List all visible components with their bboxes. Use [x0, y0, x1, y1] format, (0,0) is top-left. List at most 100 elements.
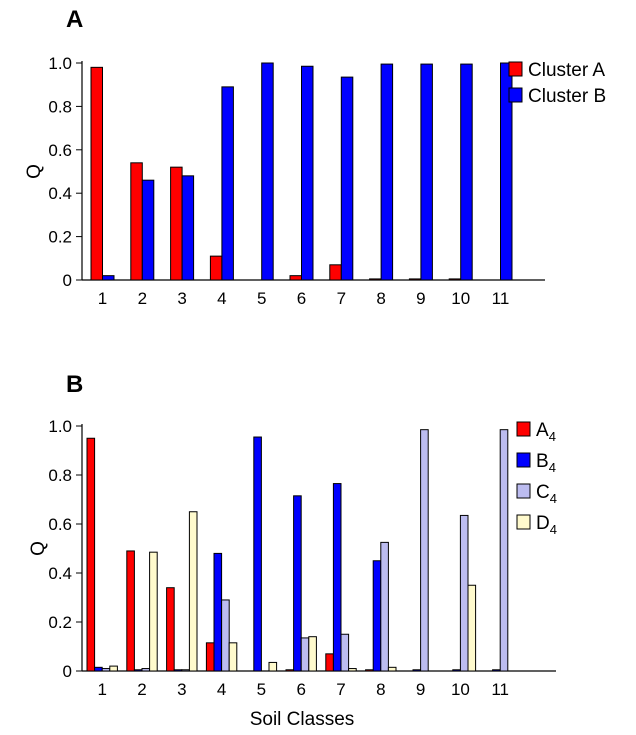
- panel-a-bar: [221, 86, 234, 281]
- panel-a-bar: [329, 264, 342, 281]
- panel-a-bar: [369, 278, 382, 281]
- panel-a-bar: [460, 63, 473, 281]
- panel-b-bar: [325, 653, 334, 672]
- panel-b-x-tick-label: 3: [177, 680, 186, 699]
- panel-b-bar: [94, 666, 103, 672]
- panel-b-x-tick-label: 9: [416, 680, 425, 699]
- panel-b-bar: [365, 669, 374, 672]
- panel-b-bar: [293, 495, 302, 672]
- panel-b-bar: [499, 429, 509, 672]
- panel-b-bar: [173, 669, 183, 672]
- panel-a-bar: [448, 278, 462, 281]
- panel-a-x-tick-label: 6: [297, 289, 306, 308]
- panel-a-x-tick-label: 10: [451, 289, 470, 308]
- panel-b-bar: [268, 661, 278, 672]
- panel-a-x-tick-label: 2: [138, 289, 147, 308]
- panel-b-x-tick-label: 7: [336, 680, 345, 699]
- panel-a-bar: [181, 175, 195, 281]
- panel-b-bar: [372, 560, 382, 672]
- chart-panel-a: 0 0.2 0.4 0.6 0.8 1.0 Q 1 2 3 4 5 6 7 8 9 10 11 Cluster A C…: [24, 54, 606, 308]
- panel-a-bar: [141, 179, 155, 281]
- panel-b-letter: B: [66, 371, 83, 398]
- panel-a-bar: [340, 76, 354, 281]
- panel-a-bar: [90, 66, 103, 281]
- panel-a-legend-label: Cluster A: [528, 60, 605, 81]
- panel-a-bar: [102, 275, 115, 281]
- panel-a-bar: [380, 63, 394, 281]
- panel-b-x-tick-label: 2: [137, 680, 146, 699]
- panel-b-bar: [348, 668, 357, 672]
- panel-a-x-tick-label: 11: [492, 289, 510, 308]
- panel-a-y-tick-label: 0: [63, 271, 72, 290]
- panel-a-y-tick-label: 0.8: [48, 97, 72, 116]
- panel-b-bar: [420, 429, 429, 672]
- panel-b-bar: [109, 665, 118, 672]
- panel-a-bar: [500, 62, 513, 281]
- panel-b-y-axis-label: Q: [28, 541, 49, 556]
- panel-b-bar: [149, 551, 158, 672]
- panel-a-legend-label: Cluster B: [528, 86, 606, 107]
- panel-a-x-tick-label: 7: [337, 289, 346, 308]
- panel-a-y-tick-label: 0.4: [48, 184, 72, 203]
- panel-b-x-tick-label: 5: [257, 680, 266, 699]
- panel-b-y-tick-label: 0: [63, 662, 72, 681]
- panel-b-legend-label: C4: [536, 482, 557, 506]
- panel-b-bar: [126, 550, 135, 672]
- panel-b-bar: [101, 668, 111, 672]
- panel-b-bar: [205, 642, 215, 672]
- panel-b-bar: [253, 436, 262, 672]
- panel-b-bar: [308, 636, 317, 672]
- panel-b-bar: [459, 514, 469, 672]
- panel-a-legend-swatch: [508, 87, 523, 103]
- panel-b-bar: [300, 637, 310, 672]
- panel-b-x-tick-label: 6: [296, 680, 305, 699]
- panel-a-x-tick-label: 5: [257, 289, 266, 308]
- panel-a-bar: [261, 62, 274, 281]
- panel-b-x-tick-label: 10: [451, 680, 470, 699]
- panel-b-bar: [285, 669, 295, 672]
- panel-b-legend-swatch: [516, 514, 531, 530]
- panel-a-letter: A: [66, 6, 83, 33]
- panel-a-y-tick-label: 0.2: [48, 228, 72, 247]
- panel-a-bar: [170, 166, 183, 281]
- panel-b-bar: [380, 541, 389, 672]
- panel-b-bar: [332, 483, 342, 672]
- panel-a-x-tick-label: 8: [376, 289, 385, 308]
- panel-b-legend-swatch: [516, 483, 531, 499]
- panel-a-bar: [130, 162, 143, 281]
- panel-b-legend-label: B4: [536, 451, 556, 475]
- panel-a-bar: [301, 65, 314, 281]
- panel-b-legend-label: A4: [536, 420, 556, 444]
- panel-b-bar: [166, 587, 175, 672]
- chart-panel-b: 0 0.2 0.4 0.6 0.8 1.0 Q 1 2 3 4 5 6 7 8 9 10 11 Soil Class…: [28, 417, 557, 730]
- panel-b-bar: [467, 584, 477, 672]
- panel-b-y-tick-label: 1.0: [48, 417, 72, 436]
- panel-b-bar: [86, 437, 96, 672]
- panel-b-y-tick-label: 0.6: [48, 515, 72, 534]
- panel-a-bar: [289, 275, 302, 281]
- panel-a-x-tick-label: 4: [217, 289, 226, 308]
- panel-b-bar: [412, 669, 422, 672]
- panel-b-x-tick-label: 1: [97, 680, 106, 699]
- panel-a-y-tick-label: 0.6: [48, 141, 72, 160]
- panel-a-x-tick-label: 9: [416, 289, 425, 308]
- panel-b-y-tick-label: 0.4: [48, 564, 72, 583]
- panel-a-y-tick-label: 1.0: [48, 54, 72, 73]
- panel-a-legend-swatch: [508, 61, 523, 77]
- panel-b-x-axis-label: Soil Classes: [250, 709, 355, 730]
- panel-b-y-tick-label: 0.2: [48, 613, 72, 632]
- panel-b-x-tick-label: 11: [491, 680, 509, 699]
- panel-b-bar: [213, 552, 223, 672]
- panel-a-x-tick-label: 3: [177, 289, 186, 308]
- panel-b-bar: [452, 669, 461, 672]
- panel-b-x-tick-label: 8: [376, 680, 385, 699]
- panel-a-y-axis-label: Q: [24, 164, 45, 179]
- panel-b-legend-swatch: [516, 452, 531, 468]
- panel-a-bar: [420, 63, 433, 281]
- panel-b-bar: [133, 669, 143, 672]
- panel-b-x-tick-label: 4: [217, 680, 226, 699]
- panel-b-bar: [188, 511, 198, 672]
- panel-b-bar: [228, 642, 238, 672]
- panel-a-bar: [408, 278, 422, 281]
- panel-b-legend-swatch: [516, 421, 531, 437]
